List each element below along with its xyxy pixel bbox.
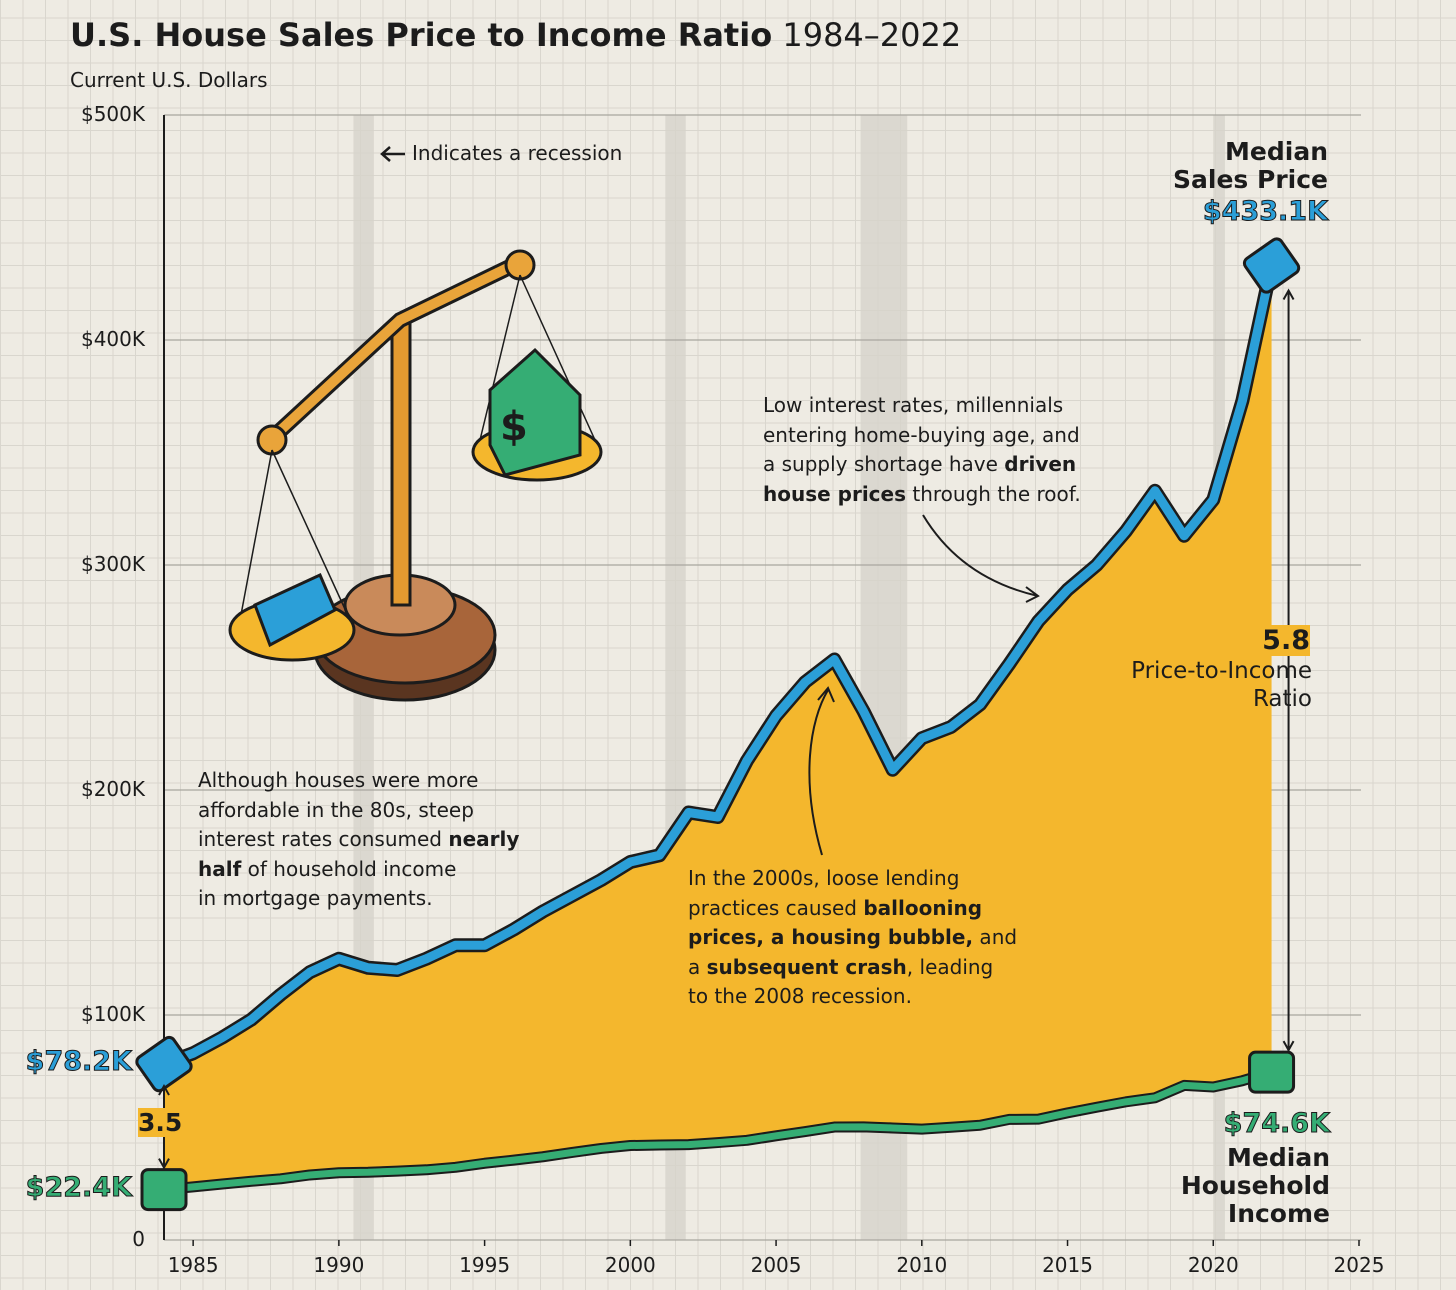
end-label: $433.1K: [1202, 196, 1328, 228]
annotation-arrow: [808, 686, 835, 856]
annotation-line: a subsequent crash, leading: [688, 953, 1017, 983]
y-tick-label: $300K: [80, 552, 145, 576]
annotation-line: in mortgage payments.: [198, 884, 519, 914]
x-tick-label: 1985: [167, 1253, 219, 1277]
x-tick-label: 2010: [896, 1253, 948, 1277]
end-icon: [1242, 237, 1301, 294]
annotation-text: Although houses were more: [198, 768, 479, 792]
chart-title: U.S. House Sales Price to Income Ratio: [70, 16, 773, 54]
end-icon: [1248, 1050, 1296, 1094]
annotation-line: In the 2000s, loose lending: [688, 864, 1017, 894]
y-tick-label: 0: [132, 1227, 145, 1251]
y-tick-label: $200K: [80, 777, 145, 801]
annotation-text: practices caused: [688, 895, 864, 920]
x-tick-label: 2000: [604, 1253, 656, 1277]
y-tick-label: $100K: [80, 1002, 145, 1026]
annotation-text: a: [688, 954, 707, 979]
ratio-value: 5.8: [1262, 625, 1310, 656]
annotation-text: half: [198, 856, 242, 881]
annotation-line: Low interest rates, millennials: [763, 391, 1081, 421]
annotation-line: half of household income: [198, 855, 519, 885]
annotation-line: prices, a housing bubble, and: [688, 923, 1017, 953]
annotation: Although houses were more affordable in t…: [198, 766, 519, 914]
annotation-line: house prices through the roof.: [763, 480, 1081, 510]
annotation-text: prices, a housing bubble,: [688, 925, 974, 949]
annotation-text: of household income: [241, 856, 457, 881]
annotation-text: house prices: [763, 481, 907, 506]
start-label: $22.4K: [25, 1171, 132, 1203]
svg-text:$: $: [500, 404, 528, 450]
series-line: [162, 264, 1276, 1069]
end-icon: [140, 1168, 188, 1212]
x-tick-label: 2005: [750, 1253, 802, 1277]
annotation-line: affordable in the 80s, steep: [198, 796, 519, 826]
annotation-line: a supply shortage have driven: [763, 450, 1081, 480]
ratio-label: Price-to-Income Ratio: [1131, 658, 1312, 712]
series-line: [163, 1068, 1273, 1194]
annotation-text: , leading: [906, 954, 994, 979]
arrow-head: [158, 1083, 170, 1170]
arrow-head: [1282, 288, 1295, 1053]
annotation-text: Low interest rates, millennials: [763, 393, 1064, 417]
annotation-text: In the 2000s, loose lending: [688, 866, 960, 890]
annotation-text: ballooning: [863, 895, 983, 920]
annotation-line: Although houses were more: [198, 766, 519, 796]
end-label: $74.6K: [1223, 1108, 1330, 1140]
y-tick-label: $400K: [80, 327, 145, 351]
gap-area: [164, 265, 1272, 1190]
annotation: Low interest rates, millennials entering …: [763, 391, 1081, 509]
ratio-value: 3.5: [138, 1108, 183, 1137]
annotation-line: practices caused ballooning: [688, 894, 1017, 924]
annotation-text: a supply shortage have: [763, 452, 1005, 476]
title-years: 1984–2022: [782, 16, 962, 54]
end-icon: [135, 1035, 193, 1093]
x-tick-label: 2015: [1042, 1253, 1093, 1277]
y-tick-label: $500K: [80, 102, 145, 126]
annotation-text: and: [973, 925, 1018, 949]
annotation-text: affordable in the 80s, steep: [198, 797, 474, 822]
annotation-text: to the 2008 recession.: [688, 984, 912, 1008]
recession-note: Indicates a recession: [412, 141, 623, 165]
annotation-text: interest rates consumed: [198, 827, 449, 851]
annotation-text: nearly: [448, 827, 520, 851]
annotation-text: entering home-buying age, and: [763, 422, 1080, 447]
x-tick-label: 1990: [313, 1253, 365, 1277]
title-row: U.S. House Sales Price to Income Ratio 1…: [70, 16, 961, 54]
annotation-text: in mortgage payments.: [198, 886, 433, 910]
annotation-text: subsequent crash: [706, 954, 907, 979]
annotation-line: interest rates consumed nearly: [198, 825, 519, 855]
annotation-arrow: [922, 514, 1040, 603]
x-tick-label: 2025: [1333, 1253, 1385, 1277]
annotation-line: entering home-buying age, and: [763, 421, 1081, 451]
start-label: $78.2K: [25, 1046, 132, 1078]
annotation-text: driven: [1004, 452, 1077, 476]
x-tick-label: 2020: [1187, 1253, 1239, 1277]
y-axis-label: Current U.S. Dollars: [70, 68, 268, 92]
scale-illustration: $: [228, 249, 603, 702]
annotation-line: to the 2008 recession.: [688, 982, 1017, 1012]
annotation: In the 2000s, loose lending practices cau…: [688, 864, 1017, 1012]
x-tick-label: 1995: [459, 1253, 511, 1277]
series-name: Median Household Income: [1180, 1143, 1330, 1228]
annotation-text: through the roof.: [906, 481, 1081, 506]
note-arrow: [380, 146, 405, 162]
series-name: Median Sales Price: [1173, 137, 1328, 194]
